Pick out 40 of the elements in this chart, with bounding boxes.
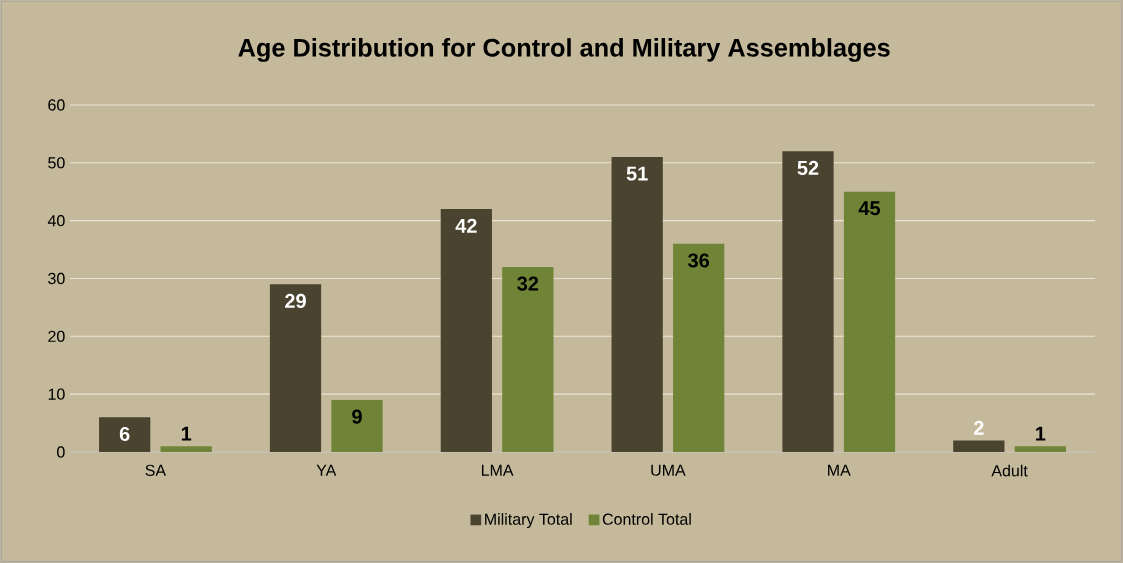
y-tick-label: 60 (48, 99, 65, 111)
y-tick-label: 40 (47, 215, 65, 227)
y-tick-label: 0 (57, 446, 65, 458)
bar (611, 157, 663, 452)
data-label: 1 (1036, 426, 1046, 441)
x-tick-label: UMA (651, 464, 686, 476)
legend-label: Control Total (602, 513, 691, 525)
x-tick-label: LMA (481, 464, 514, 476)
legend-label: Military Total (485, 513, 572, 529)
x-tick-label: SA (145, 464, 167, 477)
bar (440, 209, 492, 452)
bar (99, 417, 151, 452)
bar (160, 446, 212, 452)
data-label: 51 (626, 166, 648, 181)
x-tick-label: MA (828, 464, 851, 476)
bar (331, 399, 383, 452)
data-label: 9 (352, 409, 362, 424)
y-tick-label: 50 (48, 157, 65, 169)
data-label: 29 (285, 293, 306, 309)
data-label: 42 (455, 218, 477, 233)
bar (953, 440, 1005, 452)
chart-title: Age Distribution for Control and Military Assemblages (238, 38, 890, 62)
bar (269, 284, 322, 452)
x-tick-label: Adult (991, 464, 1028, 477)
x-tick-label: YA (316, 464, 337, 476)
data-label: 6 (119, 426, 130, 442)
data-label: 45 (858, 201, 881, 216)
bar (843, 191, 896, 452)
bar (502, 266, 554, 452)
data-label: 32 (517, 276, 539, 291)
y-tick-label: 10 (48, 388, 65, 400)
y-tick-label: 30 (48, 272, 65, 285)
bar (782, 151, 834, 452)
y-tick-label: 20 (48, 330, 65, 342)
data-label: 36 (688, 253, 710, 268)
data-label: 1 (181, 426, 192, 441)
bar (1014, 446, 1066, 452)
bar (673, 243, 725, 452)
data-label: 52 (797, 160, 819, 176)
data-label: 2 (973, 420, 984, 435)
